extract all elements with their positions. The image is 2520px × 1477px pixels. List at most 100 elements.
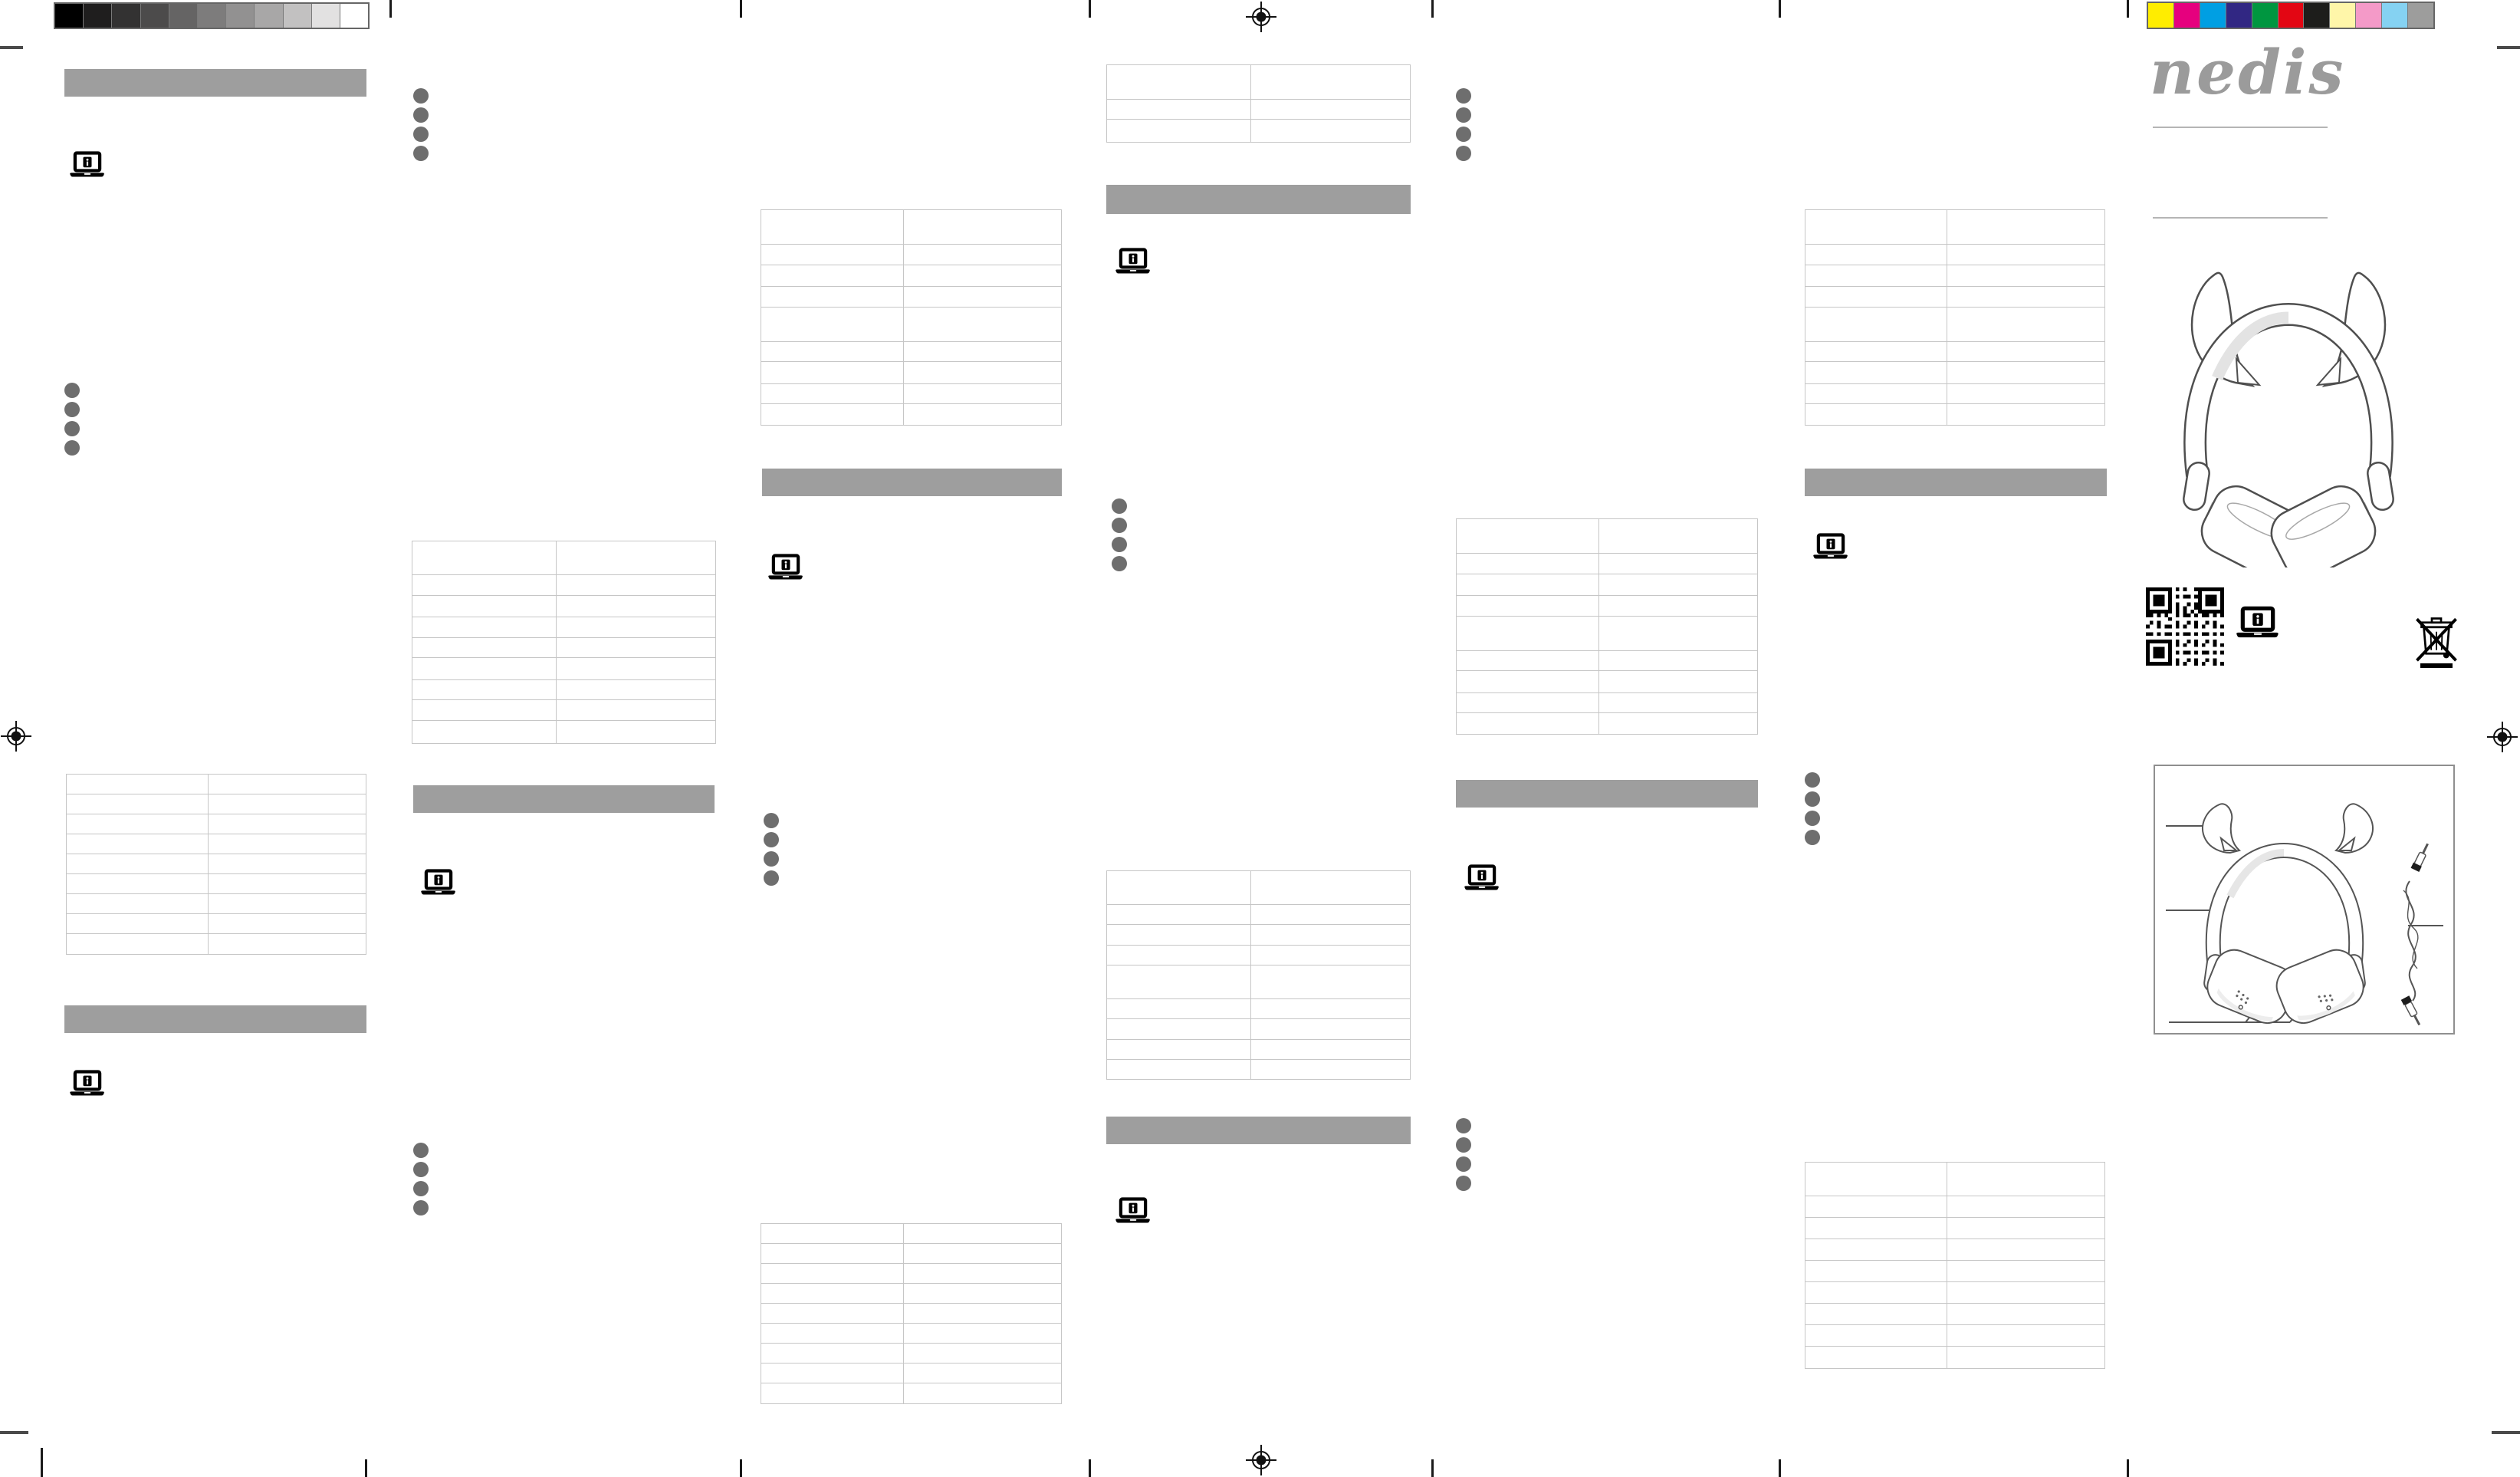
table-cell-value <box>1947 362 2104 383</box>
step-bullet <box>413 1200 429 1215</box>
table-cell-value <box>209 934 366 954</box>
table-cell-value <box>1947 1261 2104 1281</box>
laptop-info-icon <box>2236 606 2279 638</box>
table-cell-value <box>1251 925 1410 945</box>
table-row <box>761 1284 1061 1304</box>
table-cell-label <box>1805 1282 1948 1303</box>
spec-table <box>1106 870 1411 1080</box>
laptop-info-icon <box>1813 533 1848 559</box>
table-row <box>1805 1304 2104 1325</box>
table-cell-value <box>1599 671 1757 692</box>
table-cell-value <box>1599 554 1757 574</box>
table-cell-label <box>761 1344 904 1363</box>
table-cell-label <box>761 1383 904 1403</box>
table-row <box>412 658 715 680</box>
step-bullet <box>1805 791 1820 807</box>
table-cell-value <box>557 700 715 720</box>
table-row <box>761 210 1061 245</box>
step-bullet <box>413 107 429 123</box>
table-cell-value <box>1251 999 1410 1018</box>
table-row <box>67 814 366 834</box>
weee-bin-icon <box>2416 617 2457 668</box>
table-row <box>67 794 366 814</box>
table-row <box>761 245 1061 265</box>
section-header-bar <box>762 469 1062 496</box>
step-bullet <box>413 1162 429 1177</box>
table-cell-label <box>1805 287 1948 307</box>
step-bullet-list <box>413 1143 429 1215</box>
table-cell-value <box>209 914 366 933</box>
table-cell-value <box>1947 308 2104 341</box>
table-row <box>761 1324 1061 1344</box>
fold-mark <box>365 1459 367 1477</box>
table-cell-label <box>1805 245 1948 265</box>
table-row <box>761 265 1061 287</box>
table-row <box>1805 1196 2104 1218</box>
table-cell-label <box>1457 713 1600 734</box>
table-cell-label <box>761 1324 904 1343</box>
step-bullet-list <box>64 383 80 456</box>
laptop-info-icon <box>421 869 455 895</box>
horn-accessory-illustration <box>2202 803 2374 854</box>
table-cell-value <box>1599 617 1757 650</box>
step-bullet <box>1112 537 1127 552</box>
table-cell-value <box>904 1344 1061 1363</box>
table-cell-label <box>761 1224 904 1243</box>
laptop-info-icon <box>70 1070 104 1096</box>
table-cell-value <box>1947 265 2104 286</box>
table-cell-label <box>1107 65 1251 99</box>
section-header-bar <box>1106 185 1411 214</box>
grayscale-swatch <box>340 4 369 28</box>
table-cell-label <box>761 245 904 265</box>
table-cell-label <box>761 1244 904 1263</box>
table-row <box>1107 999 1410 1019</box>
table-cell-value <box>209 794 366 814</box>
table-cell-value <box>904 308 1061 341</box>
table-row <box>1805 308 2104 342</box>
headphones-illustration <box>2203 842 2366 1025</box>
table-cell-value <box>1251 871 1410 904</box>
table-cell-label <box>1805 384 1948 403</box>
color-swatch <box>2356 3 2383 28</box>
table-cell-label <box>412 700 557 720</box>
fold-mark <box>2127 0 2129 18</box>
table-cell-label <box>412 596 557 617</box>
table-row <box>412 638 715 658</box>
table-row <box>1457 713 1757 734</box>
table-row <box>761 1264 1061 1284</box>
step-bullet <box>413 146 429 161</box>
table-cell-label <box>1805 362 1948 383</box>
table-cell-label <box>1107 1060 1251 1079</box>
corner-dash <box>0 46 23 49</box>
table-row <box>67 834 366 854</box>
step-bullet-list <box>1805 772 1820 845</box>
grayscale-swatch <box>140 4 169 28</box>
table-cell-value <box>1251 120 1410 142</box>
registration-mark <box>1 721 31 752</box>
step-bullet <box>764 813 779 828</box>
table-row <box>412 575 715 596</box>
table-cell-label <box>67 894 209 913</box>
headphones-with-horns-illustration <box>2183 271 2394 567</box>
table-row <box>67 775 366 794</box>
step-bullet <box>64 383 80 398</box>
table-cell-value <box>904 1383 1061 1403</box>
table-cell-value <box>1947 1239 2104 1260</box>
laptop-info-icon <box>1115 1197 1150 1223</box>
qr-code-icon <box>2146 587 2224 666</box>
table-cell-value <box>1599 651 1757 670</box>
table-cell-value <box>1251 65 1410 99</box>
step-bullet <box>413 1181 429 1196</box>
fold-mark <box>2127 1459 2129 1477</box>
table-cell-label <box>1107 100 1251 119</box>
laptop-info-icon <box>1115 248 1150 274</box>
section-header-bar <box>1805 469 2107 496</box>
table-row <box>761 1344 1061 1364</box>
registration-mark <box>2487 722 2518 752</box>
table-cell-label <box>761 404 904 425</box>
table-cell-value <box>209 874 366 893</box>
table-row <box>67 934 366 954</box>
step-bullet-list <box>764 813 779 886</box>
table-row <box>412 596 715 617</box>
table-cell-value <box>557 541 715 574</box>
